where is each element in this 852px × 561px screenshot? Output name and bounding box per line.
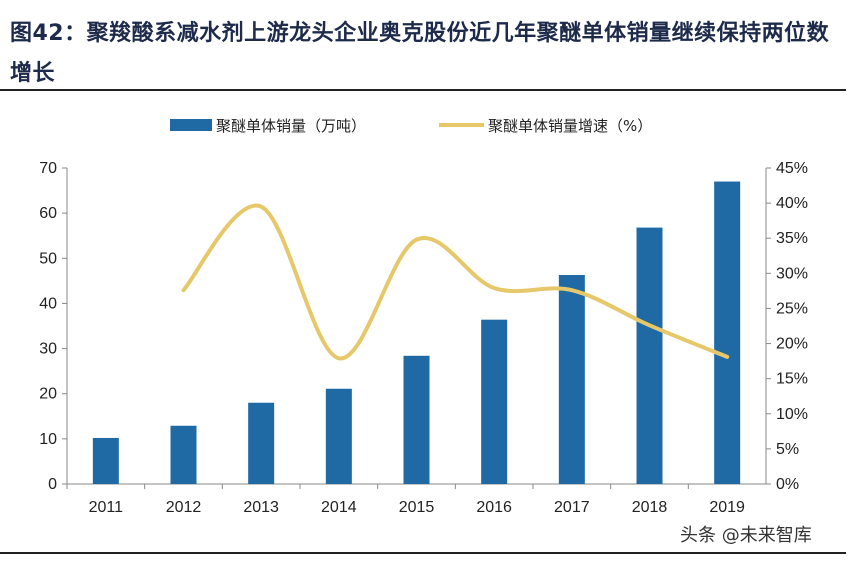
- y-right-tick-label: 40%: [776, 195, 808, 212]
- bar-2018: [636, 227, 663, 485]
- y-right-tick-label: 20%: [776, 336, 808, 353]
- bar-2014: [325, 388, 352, 484]
- y-right-tick-label: 5%: [776, 441, 799, 458]
- title-divider: [0, 89, 846, 91]
- growth-line: [181, 203, 730, 361]
- bar-2012: [170, 425, 197, 484]
- bar-2016: [481, 319, 508, 484]
- legend-bar-label: 聚醚单体销量（万吨）: [216, 117, 366, 135]
- bottom-divider: [0, 552, 846, 554]
- y-left-tick-label: 10: [39, 431, 57, 448]
- x-tick-label: 2016: [476, 499, 512, 516]
- x-tick-label: 2013: [243, 499, 279, 516]
- y-right-tick-label: 0%: [776, 476, 799, 493]
- y-right-tick-label: 25%: [776, 300, 808, 317]
- y-left-tick-label: 40: [39, 295, 57, 312]
- x-tick-label: 2015: [399, 499, 435, 516]
- y-left-tick-label: 0: [48, 476, 57, 493]
- bar-2013: [248, 402, 275, 484]
- bar-2011: [92, 437, 119, 484]
- legend-line-label: 聚醚单体销量增速（%）: [488, 117, 652, 135]
- y-right-tick-label: 35%: [776, 230, 808, 247]
- x-tick-label: 2011: [89, 499, 124, 516]
- bar-2015: [403, 355, 430, 484]
- y-right-tick-label: 15%: [776, 371, 808, 388]
- watermark: 头条 @未来智库: [680, 525, 812, 546]
- y-left-tick-label: 30: [39, 341, 57, 358]
- y-right-tick-label: 45%: [776, 160, 808, 177]
- x-tick-label: 2012: [166, 499, 202, 516]
- x-tick-label: 2019: [709, 499, 745, 516]
- x-tick-label: 2018: [632, 499, 668, 516]
- y-right-tick-label: 30%: [776, 265, 808, 282]
- x-tick-label: 2017: [554, 499, 590, 516]
- bar-2019: [714, 181, 741, 485]
- y-left-tick-label: 20: [39, 386, 57, 403]
- y-left-tick-label: 70: [39, 160, 57, 177]
- x-tick-label: 2014: [321, 499, 357, 516]
- legend-bar-swatch: [170, 119, 212, 131]
- y-left-tick-label: 60: [39, 205, 57, 222]
- y-right-tick-label: 10%: [776, 406, 808, 423]
- figure-title: 图42：聚羧酸系减水剂上游龙头企业奥克股份近几年聚醚单体销量继续保持两位数增长: [10, 21, 830, 86]
- bar-2017: [558, 274, 585, 484]
- y-left-tick-label: 50: [39, 250, 57, 267]
